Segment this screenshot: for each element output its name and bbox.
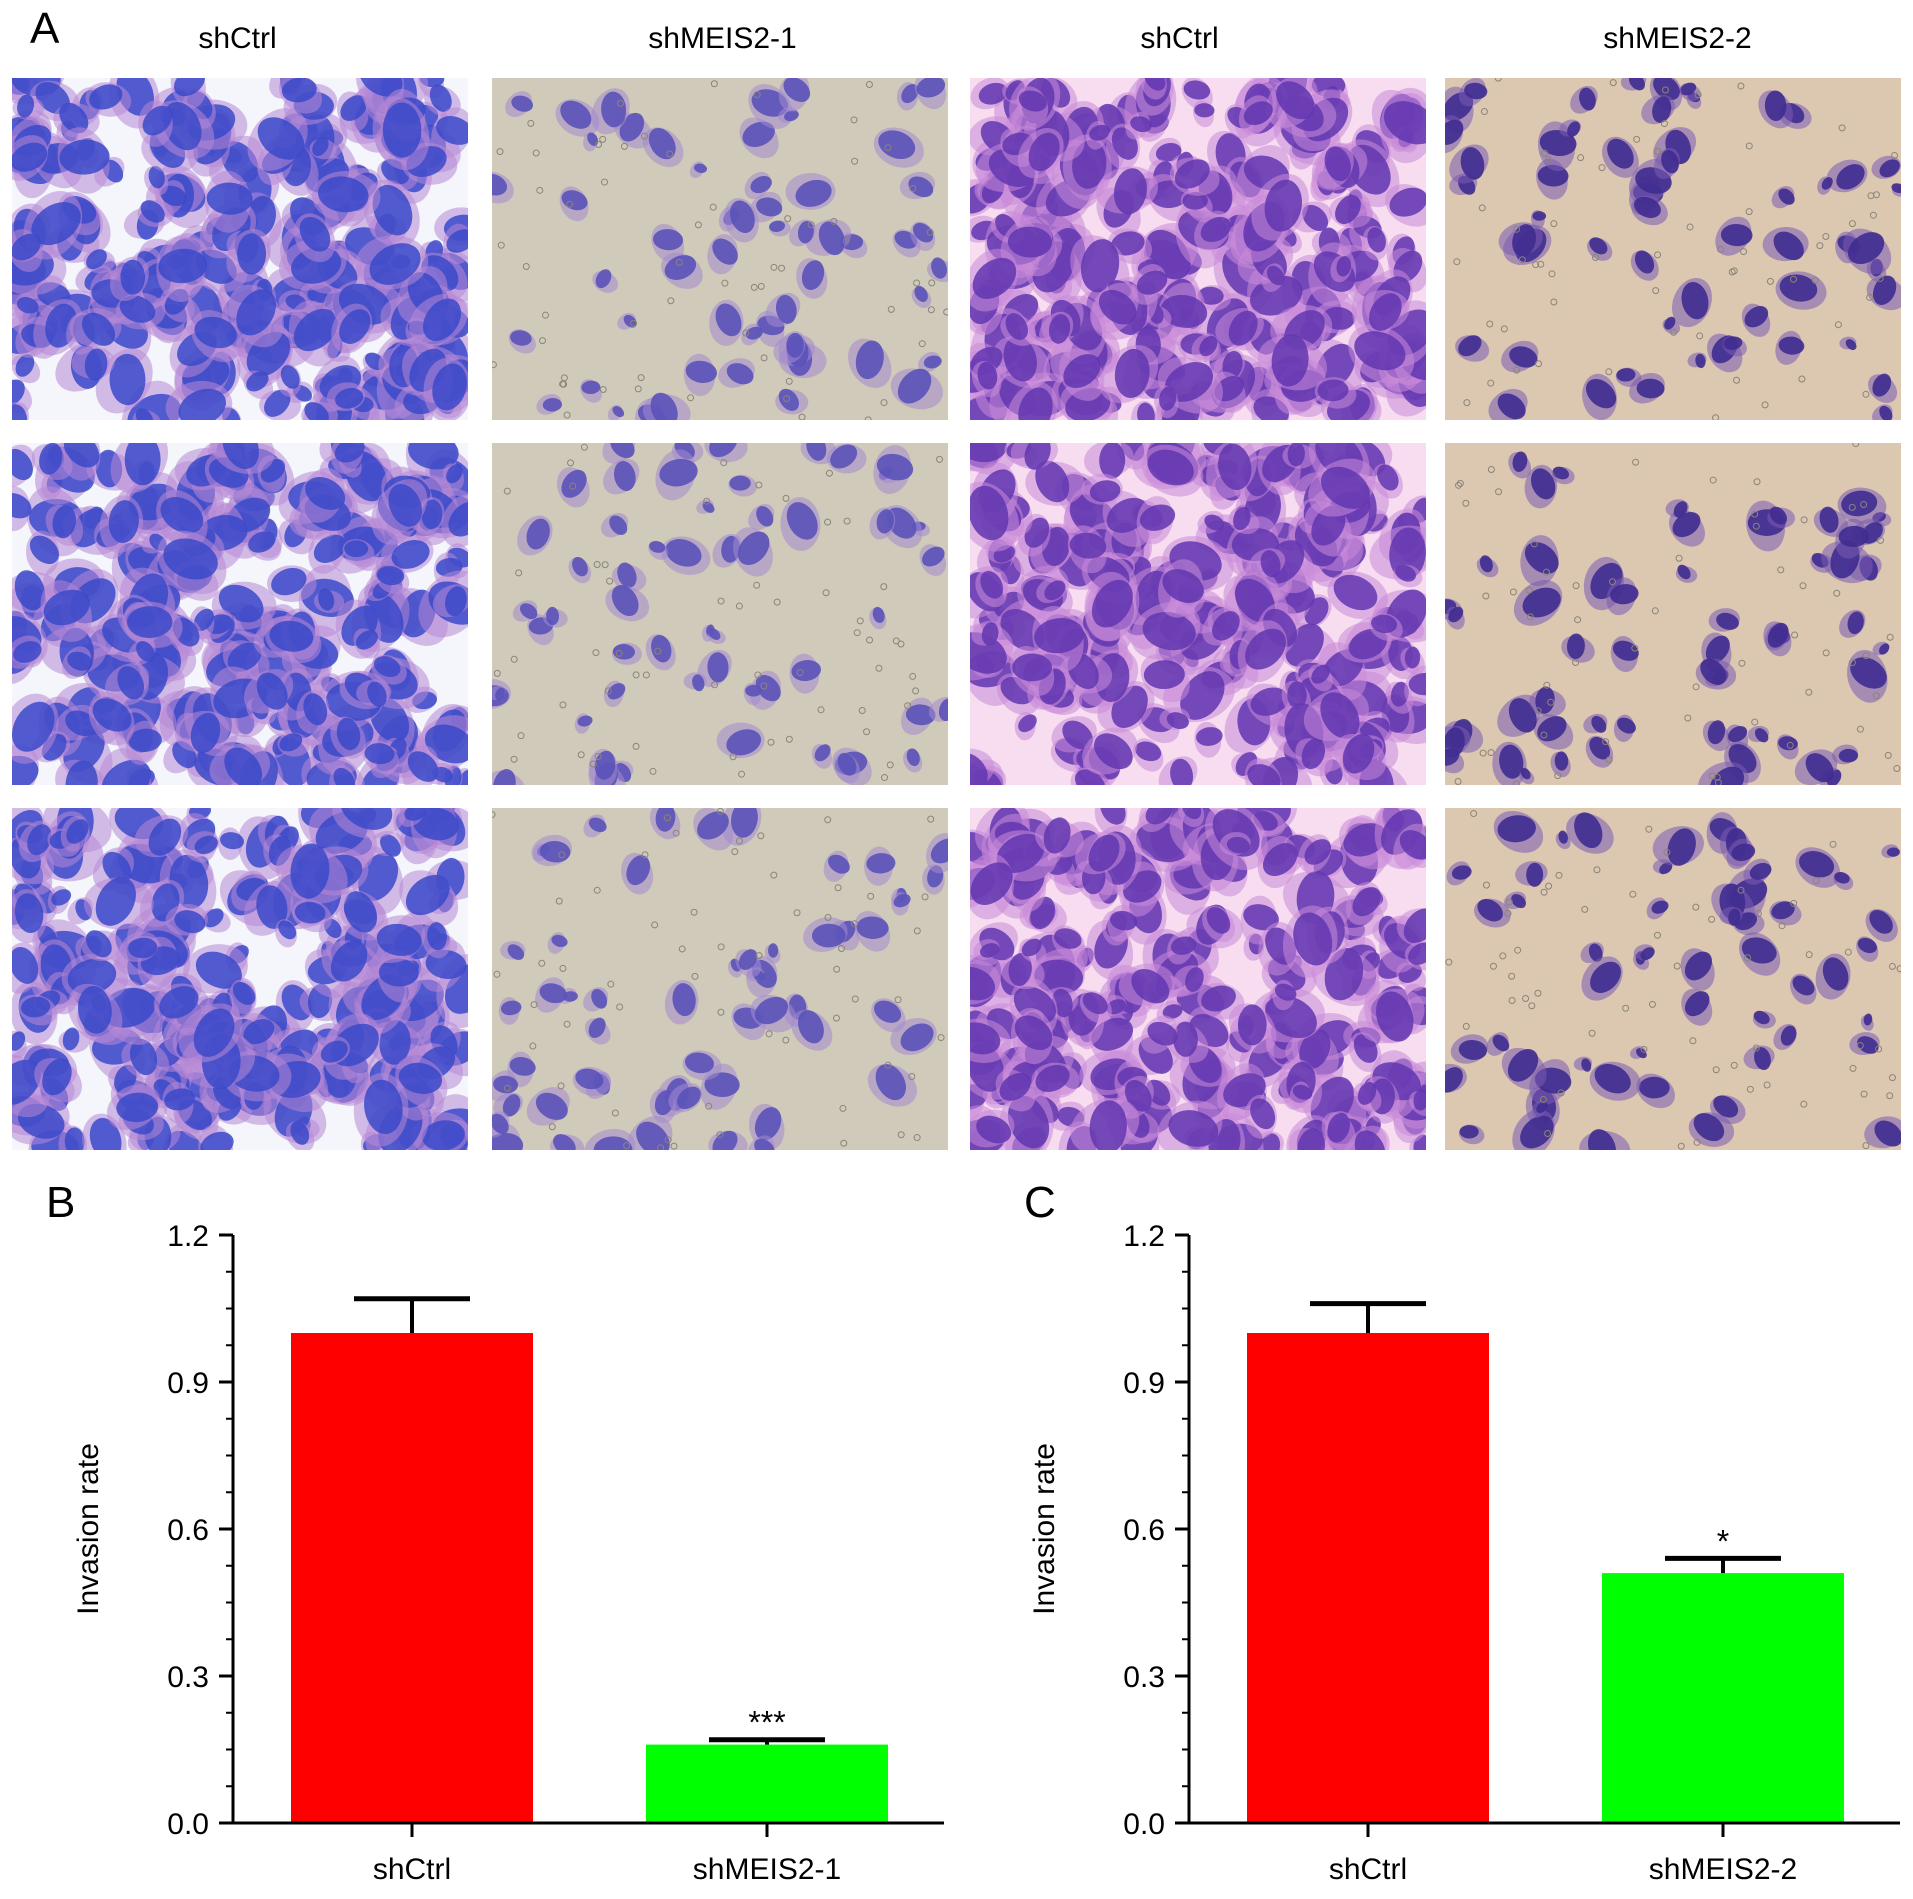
chart-svg-b: 0.0 0.3 0.6 0.9 1.2 Invasion rate shCtrl *** shM… [72, 1220, 944, 1886]
invasion-rate-chart-c: 0.0 0.3 0.6 0.9 1.2 Invasion rate shCtrl * shMEI… [956, 1180, 1913, 1894]
y-tick-label: 0.3 [1123, 1661, 1165, 1694]
y-tick-label: 0.6 [1123, 1514, 1165, 1547]
panel-c-letter: C [1024, 1178, 1056, 1227]
micrograph-col1-row2 [12, 443, 468, 785]
y-axis-label: Invasion rate [1028, 1443, 1061, 1615]
bar-shctrl [291, 1333, 533, 1822]
column-label-shctrl-2: shCtrl [1140, 22, 1219, 55]
significance-marker: *** [748, 1705, 785, 1741]
x-tick-label: shMEIS2-2 [1649, 1853, 1797, 1886]
bar-shmeis2-1 [646, 1744, 888, 1822]
micrograph-col2-row2 [492, 443, 948, 785]
micrograph-col4-row1 [1445, 78, 1901, 420]
y-tick-label: 0.9 [1123, 1367, 1165, 1400]
y-tick-label: 0.0 [1123, 1808, 1165, 1841]
bar-shmeis2-2 [1602, 1573, 1844, 1822]
column-label-shmeis2-1: shMEIS2-1 [648, 22, 797, 55]
column-label-shctrl-1: shCtrl [198, 22, 277, 55]
invasion-rate-chart-b: 0.0 0.3 0.6 0.9 1.2 Invasion rate shCtrl *** shM… [0, 1180, 956, 1894]
column-label-shmeis2-2: shMEIS2-2 [1603, 22, 1752, 55]
y-axis-label: Invasion rate [72, 1443, 105, 1615]
bar-shctrl [1247, 1333, 1489, 1822]
micrograph-col2-row1 [492, 78, 948, 420]
micrograph-col3-row2 [970, 443, 1426, 785]
micrograph-col2-row3 [492, 808, 948, 1150]
panel-b-letter: B [46, 1178, 76, 1227]
y-tick-label: 1.2 [1123, 1220, 1165, 1253]
y-tick-label: 0.3 [167, 1661, 209, 1694]
micrograph-col4-row3 [1445, 808, 1901, 1150]
micrograph-col4-row2 [1445, 443, 1901, 785]
micrograph-col3-row3 [970, 808, 1426, 1150]
y-tick-label: 0.9 [167, 1367, 209, 1400]
y-tick-label: 1.2 [167, 1220, 209, 1253]
micrograph-col1-row1 [12, 78, 468, 420]
micrograph-col1-row3 [12, 808, 468, 1150]
significance-marker: * [1717, 1523, 1729, 1559]
panel-a-letter: A [30, 4, 60, 53]
x-tick-label: shCtrl [373, 1853, 451, 1886]
micrograph-col3-row1 [970, 78, 1426, 420]
y-tick-label: 0.0 [167, 1808, 209, 1841]
chart-svg-c: 0.0 0.3 0.6 0.9 1.2 Invasion rate shCtrl * shMEI… [1028, 1220, 1900, 1886]
x-tick-label: shCtrl [1329, 1853, 1407, 1886]
y-tick-label: 0.6 [167, 1514, 209, 1547]
x-tick-label: shMEIS2-1 [693, 1853, 841, 1886]
